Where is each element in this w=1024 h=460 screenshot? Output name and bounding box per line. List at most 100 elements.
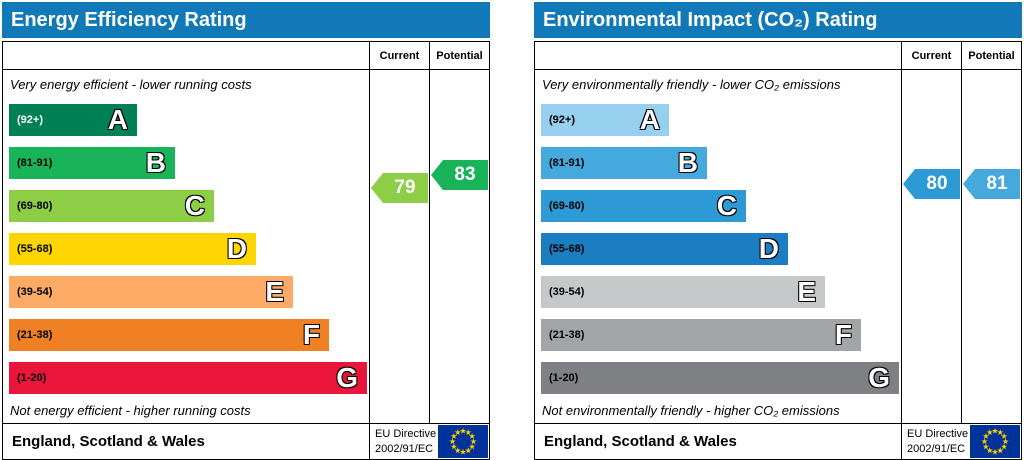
band-row-c: (69-80) C <box>3 184 369 227</box>
band-letter: F <box>302 318 320 350</box>
potential-column-header: Potential <box>961 42 1021 69</box>
band-bar-e: (39-54) E <box>9 275 293 308</box>
current-column <box>369 70 429 423</box>
eu-flag-star <box>997 429 1004 436</box>
current-column-header: Current <box>901 42 961 69</box>
panel-title: Environmental Impact (CO₂) Rating <box>543 8 878 31</box>
eu-flag-star <box>459 448 467 455</box>
eu-flag-star <box>459 427 467 434</box>
band-bar-b: (81-91) B <box>9 146 175 179</box>
band-letter: C <box>184 189 205 221</box>
potential-rating-arrow: 81 <box>963 169 1020 199</box>
band-range-label: (55-68) <box>549 242 585 255</box>
eu-flag-star <box>982 443 990 450</box>
environmental-impact-panel: Environmental Impact (CO₂) Rating Curren… <box>534 2 1022 460</box>
band-letter: B <box>677 146 698 178</box>
bands: (92+) A (81-91) B (69-80) C (55-68) D (39-54… <box>3 98 369 399</box>
band-row-a: (92+) A <box>535 98 901 141</box>
band-range-label: (81-91) <box>549 156 585 169</box>
band-range-label: (39-54) <box>549 285 585 298</box>
band-bar-b: (81-91) B <box>541 146 707 179</box>
eu-flag-star <box>468 432 476 439</box>
eu-flag-star <box>991 427 999 434</box>
eu-directive-line2: 2002/91/EC <box>375 442 434 455</box>
column-header-row: Current Potential <box>535 42 1021 70</box>
eu-directive-line1: EU Directive <box>907 428 969 441</box>
band-range-label: (69-80) <box>549 199 585 212</box>
eu-flag-star <box>450 432 458 439</box>
band-letter: D <box>226 232 247 264</box>
region-label: England, Scotland & Wales <box>12 433 205 450</box>
eu-flag-star <box>468 443 476 450</box>
chart-footer: England, Scotland & Wales EU Directive 2… <box>3 423 489 459</box>
panel-title-bar: Energy Efficiency Rating <box>2 2 490 38</box>
band-bar-g: (1-20) G <box>9 361 367 394</box>
eu-directive-line1: EU Directive <box>375 428 437 441</box>
eu-directive-label: EU Directive 2002/91/EC <box>370 427 436 456</box>
band-letter: A <box>107 103 128 135</box>
bottom-note: Not energy efficient - higher running co… <box>10 403 251 418</box>
eu-directive-line2: 2002/91/EC <box>907 442 966 455</box>
column-header-spacer <box>535 42 901 69</box>
potential-rating-arrow: 83 <box>431 160 488 190</box>
eu-flag-star <box>1002 438 1009 445</box>
top-note: Very energy efficient - lower running co… <box>10 77 252 92</box>
band-row-e: (39-54) E <box>535 270 901 313</box>
band-bar-f: (21-38) F <box>541 318 861 351</box>
eu-flag-star <box>991 448 999 455</box>
band-row-f: (21-38) F <box>3 313 369 356</box>
current-column <box>901 70 961 423</box>
energy-efficiency-panel: Energy Efficiency Rating Current Potenti… <box>2 2 490 460</box>
potential-column <box>429 70 489 423</box>
band-bar-d: (55-68) D <box>9 232 256 265</box>
band-range-label: (1-20) <box>17 371 47 384</box>
chart-footer: England, Scotland & Wales EU Directive 2… <box>535 423 1021 459</box>
band-letter: E <box>265 275 284 307</box>
chart-body: Very environmentally friendly - lower CO… <box>535 70 1021 423</box>
band-row-g: (1-20) G <box>535 356 901 399</box>
current-rating-arrow: 79 <box>371 173 428 203</box>
column-header-spacer <box>3 42 369 69</box>
band-letter: B <box>145 146 166 178</box>
eu-flag-star <box>1000 443 1008 450</box>
band-row-b: (81-91) B <box>535 141 901 184</box>
band-range-label: (92+) <box>17 113 43 126</box>
potential-column-header: Potential <box>429 42 489 69</box>
chart-body: Very energy efficient - lower running co… <box>3 70 489 423</box>
band-range-label: (81-91) <box>17 156 53 169</box>
band-range-label: (39-54) <box>17 285 53 298</box>
band-row-d: (55-68) D <box>535 227 901 270</box>
band-row-e: (39-54) E <box>3 270 369 313</box>
column-header-row: Current Potential <box>3 42 489 70</box>
bands-column: Very energy efficient - lower running co… <box>3 70 369 423</box>
band-letter: E <box>797 275 816 307</box>
eu-flag-icon <box>970 425 1020 458</box>
band-letter: G <box>336 361 358 393</box>
eu-flag-star <box>986 447 993 454</box>
band-bar-f: (21-38) F <box>9 318 329 351</box>
top-note: Very environmentally friendly - lower CO… <box>542 77 841 92</box>
bottom-note: Not environmentally friendly - higher CO… <box>542 403 840 418</box>
bands-column: Very environmentally friendly - lower CO… <box>535 70 901 423</box>
band-row-c: (69-80) C <box>535 184 901 227</box>
band-bar-c: (69-80) C <box>9 189 214 222</box>
band-letter: C <box>716 189 737 221</box>
eu-directive-label: EU Directive 2002/91/EC <box>902 427 968 456</box>
band-bar-a: (92+) A <box>9 103 137 136</box>
potential-column <box>961 70 1021 423</box>
band-bar-g: (1-20) G <box>541 361 899 394</box>
eu-flag-star <box>997 447 1004 454</box>
panel-title-bar: Environmental Impact (CO₂) Rating <box>534 2 1022 38</box>
band-bar-e: (39-54) E <box>541 275 825 308</box>
band-row-b: (81-91) B <box>3 141 369 184</box>
band-range-label: (21-38) <box>549 328 585 341</box>
band-bar-c: (69-80) C <box>541 189 746 222</box>
eu-flag-icon <box>438 425 488 458</box>
band-range-label: (69-80) <box>17 199 53 212</box>
eu-flag-star <box>454 429 461 436</box>
eu-directive-section: EU Directive 2002/91/EC <box>369 424 489 459</box>
band-row-g: (1-20) G <box>3 356 369 399</box>
band-row-f: (21-38) F <box>535 313 901 356</box>
band-letter: A <box>639 103 660 135</box>
